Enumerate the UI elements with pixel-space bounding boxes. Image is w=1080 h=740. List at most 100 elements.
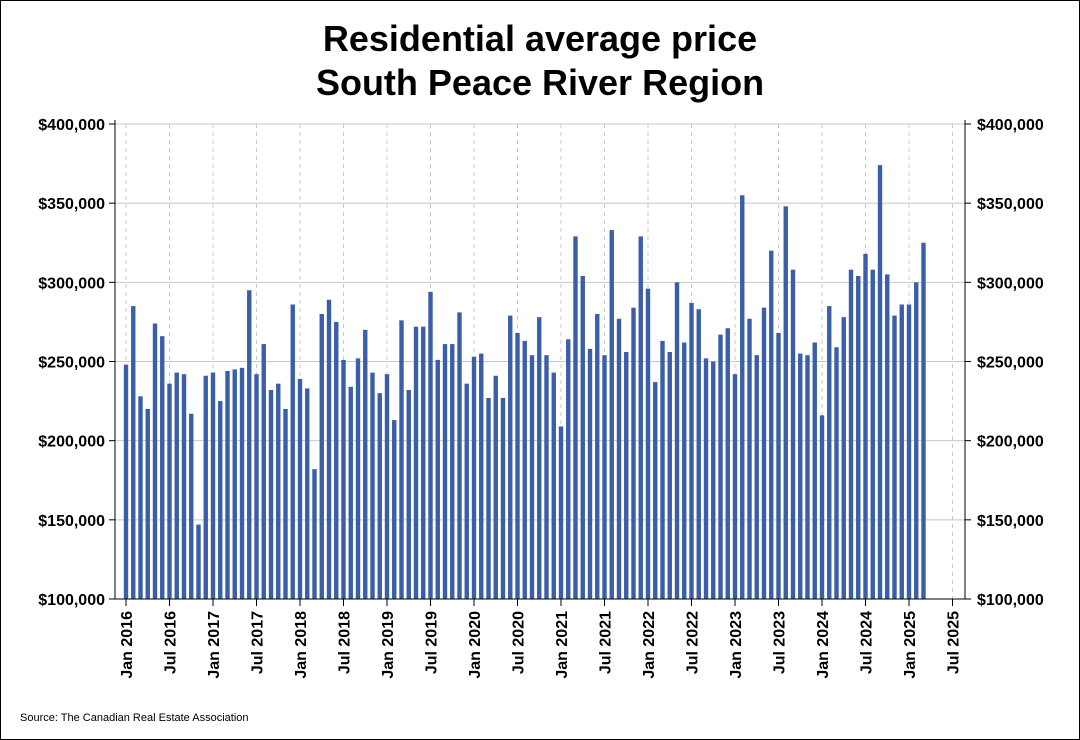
x-tick-label: Jul 2016 bbox=[163, 611, 180, 674]
bar bbox=[363, 329, 368, 599]
bar bbox=[529, 355, 535, 599]
bar bbox=[218, 401, 223, 599]
x-tick-label: Jul 2019 bbox=[424, 611, 441, 674]
y-tick-label-right: $250,000 bbox=[977, 355, 1044, 372]
x-tick-label: Jul 2025 bbox=[946, 611, 963, 674]
bar bbox=[544, 355, 549, 599]
y-tick-label-left: $350,000 bbox=[38, 196, 105, 213]
bar bbox=[174, 372, 179, 599]
bar bbox=[551, 372, 556, 599]
bar bbox=[348, 386, 353, 599]
y-tick-label-right: $350,000 bbox=[977, 196, 1044, 213]
y-tick-label-right: $300,000 bbox=[977, 275, 1044, 292]
bar bbox=[239, 367, 245, 599]
bar bbox=[326, 299, 332, 599]
bar bbox=[225, 371, 230, 599]
bar bbox=[196, 524, 201, 599]
x-tick-label: Jan 2025 bbox=[902, 611, 919, 679]
bar bbox=[863, 253, 868, 600]
bar bbox=[914, 282, 919, 599]
bar bbox=[790, 269, 796, 599]
bar bbox=[732, 374, 738, 599]
bar bbox=[870, 269, 875, 599]
x-tick-label: Jan 2017 bbox=[206, 611, 223, 679]
bar bbox=[421, 326, 426, 599]
bar bbox=[667, 352, 672, 599]
bar bbox=[798, 353, 803, 599]
bar bbox=[203, 375, 208, 599]
bar bbox=[138, 396, 143, 599]
bar bbox=[167, 383, 172, 599]
bar bbox=[450, 344, 455, 599]
bar bbox=[428, 291, 433, 599]
x-tick-label: Jan 2021 bbox=[554, 611, 571, 679]
x-tick-label: Jan 2023 bbox=[728, 611, 745, 679]
x-tick-label: Jan 2024 bbox=[815, 611, 832, 679]
bar bbox=[312, 469, 317, 599]
bar bbox=[725, 328, 730, 599]
bar bbox=[247, 290, 252, 599]
bar bbox=[682, 342, 687, 599]
y-tick-label-right: $150,000 bbox=[977, 513, 1044, 530]
bar bbox=[848, 269, 854, 599]
bar bbox=[696, 309, 701, 599]
bar bbox=[457, 312, 462, 599]
bar bbox=[776, 333, 781, 599]
bar bbox=[740, 195, 745, 599]
bar bbox=[609, 230, 614, 600]
bar bbox=[261, 344, 266, 599]
bar bbox=[145, 409, 150, 599]
bar bbox=[841, 317, 846, 599]
bar bbox=[181, 374, 187, 599]
bar bbox=[921, 242, 926, 599]
bar bbox=[406, 390, 411, 599]
x-tick-label: Jan 2019 bbox=[380, 611, 397, 679]
bar bbox=[624, 352, 629, 599]
bar bbox=[783, 206, 788, 600]
bar bbox=[638, 236, 643, 599]
bar bbox=[885, 274, 890, 599]
bar bbox=[399, 320, 404, 599]
bar bbox=[297, 378, 303, 599]
x-tick-label: Jul 2020 bbox=[511, 611, 528, 674]
bar bbox=[131, 306, 136, 599]
x-tick-label: Jan 2016 bbox=[119, 611, 136, 679]
x-tick-label: Jul 2021 bbox=[598, 611, 615, 674]
bar bbox=[558, 426, 564, 599]
bar bbox=[276, 383, 281, 599]
y-tick-label-left: $250,000 bbox=[38, 355, 105, 372]
x-tick-label: Jan 2022 bbox=[641, 611, 658, 679]
x-tick-label: Jan 2020 bbox=[467, 611, 484, 679]
bar bbox=[689, 302, 694, 599]
bar bbox=[486, 397, 491, 599]
chart-title: Residential average price bbox=[322, 18, 758, 59]
bar bbox=[189, 413, 194, 599]
x-tick-label: Jul 2024 bbox=[859, 611, 876, 674]
x-tick-label: Jul 2017 bbox=[250, 611, 267, 674]
chart-subtitle: South Peace River Region bbox=[315, 62, 765, 103]
bar bbox=[319, 314, 324, 599]
bar bbox=[769, 250, 774, 599]
bar bbox=[660, 340, 665, 599]
bar bbox=[631, 307, 636, 599]
bar bbox=[566, 339, 571, 599]
bar bbox=[123, 364, 129, 599]
bar bbox=[899, 304, 904, 599]
y-tick-label-left: $200,000 bbox=[38, 434, 105, 451]
y-tick-label-right: $200,000 bbox=[977, 434, 1044, 451]
x-tick-label: Jul 2018 bbox=[337, 611, 354, 674]
bar bbox=[464, 383, 469, 599]
bar bbox=[906, 304, 912, 599]
y-tick-label-left: $300,000 bbox=[38, 275, 105, 292]
bar bbox=[805, 355, 810, 599]
bar bbox=[580, 276, 585, 599]
bar bbox=[819, 415, 825, 599]
bar bbox=[384, 374, 390, 599]
bar bbox=[471, 356, 477, 599]
bar bbox=[392, 420, 397, 599]
bar bbox=[254, 374, 259, 599]
bar bbox=[587, 348, 593, 599]
bar bbox=[152, 323, 158, 599]
bar bbox=[341, 359, 346, 599]
